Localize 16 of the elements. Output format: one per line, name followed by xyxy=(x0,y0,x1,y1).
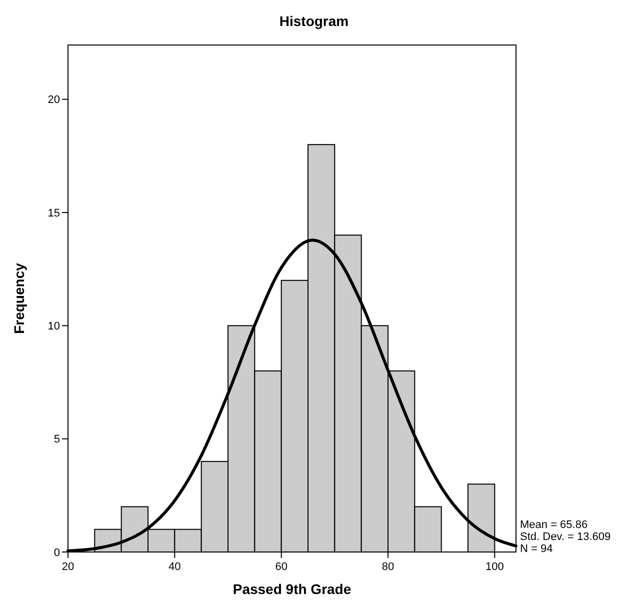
text: Mean = 65.86 xyxy=(520,519,588,531)
text: Std. Dev. = 13.609 xyxy=(520,531,611,543)
y-tick-label: 15 xyxy=(48,207,60,220)
x-axis-title: Passed 9th Grade xyxy=(232,581,352,597)
y-tick-label: 10 xyxy=(48,320,60,333)
x-tick-label: 100 xyxy=(485,561,504,573)
y-axis-title: Frequency xyxy=(11,262,27,334)
y-tick-label: 0 xyxy=(54,546,60,559)
y-tick-label: 5 xyxy=(54,434,60,446)
x-tick-label: 40 xyxy=(168,561,181,573)
text: N = 94 xyxy=(520,543,553,555)
chart-title: Histogram xyxy=(279,13,349,29)
x-tick-label: 20 xyxy=(62,561,74,573)
x-tick-label: 80 xyxy=(382,561,394,573)
x-tick-label: 60 xyxy=(275,561,288,573)
y-tick-label: 20 xyxy=(48,94,60,106)
